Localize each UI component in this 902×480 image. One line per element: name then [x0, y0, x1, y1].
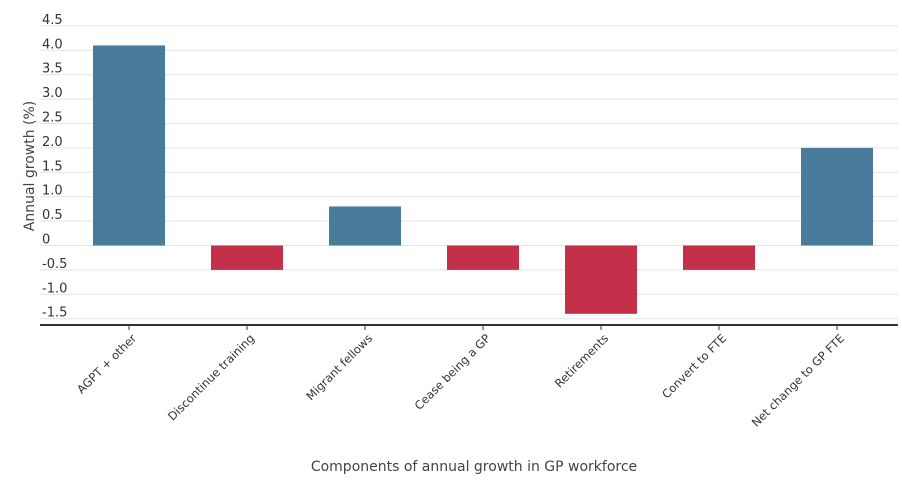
x-axis-category-labels: AGPT + other Discontinue training Migrant …	[74, 325, 847, 430]
y-tick-label: 4.0	[42, 37, 63, 52]
x-tick-label: Migrant fellows	[303, 331, 375, 403]
bar	[447, 245, 519, 270]
bar	[683, 245, 755, 270]
bar	[801, 147, 873, 246]
y-tick-label: 4.5	[42, 13, 63, 28]
x-tick-label: Convert to FTE	[659, 331, 729, 401]
x-axis-title: Components of annual growth in GP workfo…	[311, 459, 637, 475]
y-axis-title: Annual growth (%)	[22, 101, 38, 232]
x-tick-label: Discontinue training	[165, 331, 257, 423]
y-tick-label: 1.0	[42, 184, 63, 199]
y-tick-label: 3.5	[42, 62, 63, 77]
y-tick-label: -1.5	[42, 306, 67, 321]
y-axis-ticks: 4.5 4.0 3.5 3.0 2.5 2.0 1.5 1.0 0.5 0 -0.5 -1.0 -1.5	[42, 13, 67, 321]
y-tick-label: 0.5	[42, 208, 63, 223]
y-tick-label: -0.5	[42, 257, 67, 272]
bar	[211, 245, 283, 270]
y-tick-label: 0	[42, 233, 50, 248]
y-tick-label: 3.0	[42, 86, 63, 101]
bars	[93, 45, 873, 314]
gridlines	[40, 25, 898, 320]
y-tick-label: 1.5	[42, 159, 63, 174]
x-tick-label: AGPT + other	[74, 331, 139, 396]
x-tick-label: Cease being a GP	[412, 331, 494, 413]
y-tick-label: -1.0	[42, 281, 67, 296]
x-tick-label: Retirements	[552, 331, 611, 390]
bar	[329, 206, 401, 246]
y-tick-label: 2.0	[42, 135, 63, 150]
bar	[565, 245, 637, 314]
bar	[93, 45, 165, 246]
y-tick-label: 2.5	[42, 111, 63, 126]
x-tick-label: Net change to GP FTE	[749, 331, 847, 429]
